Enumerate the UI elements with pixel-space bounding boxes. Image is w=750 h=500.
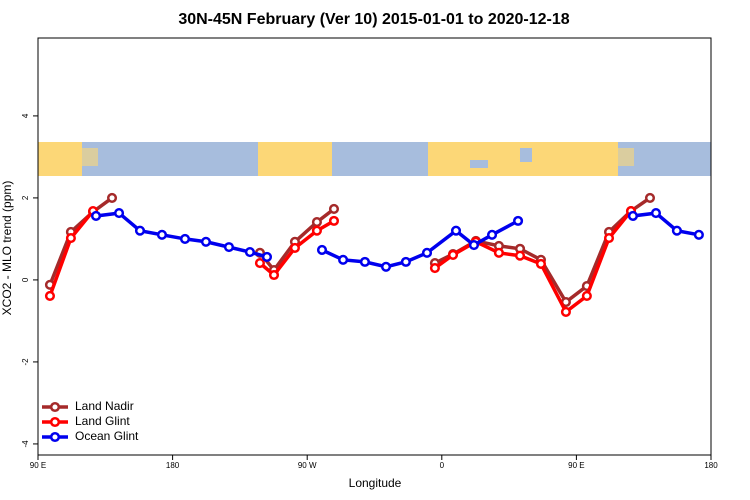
legend-marker bbox=[49, 431, 61, 443]
data-point bbox=[644, 192, 656, 203]
data-point bbox=[421, 247, 433, 258]
y-tick-label: 4 bbox=[21, 113, 30, 118]
data-point bbox=[650, 208, 662, 219]
data-point bbox=[106, 192, 118, 203]
data-point bbox=[468, 240, 480, 251]
legend-label: Land Nadir bbox=[75, 399, 134, 413]
data-point bbox=[90, 210, 102, 222]
legend-marker bbox=[49, 416, 61, 428]
data-point bbox=[244, 246, 255, 258]
data-point bbox=[156, 229, 168, 240]
x-tick-label: 180 bbox=[166, 461, 180, 470]
data-point bbox=[671, 225, 682, 236]
x-tick-label: 0 bbox=[440, 461, 445, 470]
y-tick-label: 2 bbox=[21, 195, 30, 200]
data-point bbox=[223, 242, 235, 253]
data-point bbox=[400, 256, 411, 267]
data-point bbox=[429, 262, 440, 274]
y-tick-label: -4 bbox=[21, 440, 30, 448]
data-point bbox=[200, 236, 212, 247]
data-point bbox=[535, 258, 547, 269]
data-point bbox=[328, 203, 340, 215]
data-point bbox=[603, 233, 615, 244]
data-point bbox=[289, 242, 300, 253]
data-point bbox=[493, 247, 504, 258]
data-point bbox=[316, 244, 328, 256]
data-point bbox=[114, 208, 125, 219]
data-point bbox=[44, 290, 56, 301]
data-point bbox=[513, 215, 524, 226]
data-point bbox=[693, 229, 704, 240]
data-point bbox=[581, 290, 592, 301]
x-axis-label: Longitude bbox=[349, 476, 402, 490]
data-point bbox=[311, 225, 322, 236]
x-tick-label: 90 W bbox=[298, 461, 317, 470]
data-point bbox=[65, 233, 76, 244]
data-point bbox=[487, 229, 498, 240]
data-point bbox=[268, 269, 280, 281]
data-point bbox=[328, 215, 340, 226]
data-point bbox=[514, 250, 526, 261]
y-tick-label: 0 bbox=[21, 277, 30, 282]
legend-marker bbox=[49, 401, 61, 413]
data-point bbox=[450, 225, 462, 236]
map-band bbox=[38, 142, 711, 176]
data-point bbox=[254, 258, 265, 269]
data-point bbox=[447, 249, 459, 260]
data-point bbox=[560, 306, 571, 317]
x-tick-label: 90 E bbox=[30, 461, 46, 470]
x-tick-label: 90 E bbox=[568, 461, 584, 470]
data-point bbox=[261, 251, 273, 263]
plot-frame bbox=[37, 37, 712, 456]
data-point bbox=[359, 256, 370, 267]
data-point bbox=[627, 210, 638, 222]
chart-title: 30N-45N February (Ver 10) 2015-01-01 to … bbox=[178, 11, 569, 28]
y-tick-label: -2 bbox=[21, 358, 30, 366]
series-line bbox=[48, 196, 651, 305]
data-point bbox=[179, 233, 191, 244]
y-axis-label: XCO2 - MLO trend (ppm) bbox=[0, 181, 14, 316]
data-point bbox=[338, 254, 349, 265]
legend-label: Land Glint bbox=[75, 414, 130, 428]
legend-label: Ocean Glint bbox=[75, 429, 139, 443]
x-tick-label: 180 bbox=[704, 461, 718, 470]
data-point bbox=[311, 217, 322, 228]
data-point bbox=[380, 261, 392, 272]
data-point bbox=[134, 225, 146, 236]
